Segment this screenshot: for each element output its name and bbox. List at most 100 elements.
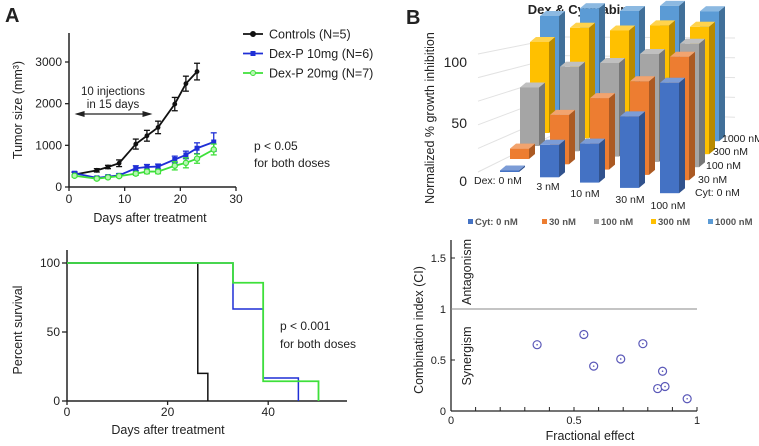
bar-top: [540, 139, 565, 145]
bar-top: [610, 25, 635, 31]
bar-top-shade: [570, 22, 595, 28]
y-tick-label: 50: [47, 325, 61, 339]
data-point-center: [661, 370, 664, 373]
bar: [620, 111, 645, 188]
bar-top-shade: [630, 76, 655, 82]
data-point: [193, 155, 201, 162]
data-point: [105, 164, 111, 170]
bar: [660, 77, 685, 194]
bar-top: [590, 93, 615, 99]
legend-swatch: [468, 219, 473, 224]
bar-top-shade: [680, 38, 705, 44]
category-label: Dex: 0 nM: [474, 175, 522, 187]
bar-top-shade: [660, 0, 685, 6]
category-label: 100 nM: [650, 200, 685, 212]
y-axis-label: Normalized % growth inhibition: [423, 32, 437, 204]
bar-front: [580, 143, 599, 183]
x-tick-label: 0: [64, 405, 71, 419]
bar-side: [579, 61, 585, 152]
bar-top: [660, 77, 685, 83]
bar-top: [550, 109, 575, 115]
bar-top-shade: [540, 139, 565, 145]
data-point: [143, 168, 151, 175]
bar-top-shade: [690, 21, 715, 27]
bar-side: [719, 6, 725, 142]
bar-top-shade: [580, 3, 605, 9]
data-point: [172, 157, 178, 162]
x-tick-label: 0.5: [566, 415, 581, 427]
antagonism-label: Antagonism: [460, 239, 474, 305]
data-point-center: [592, 365, 595, 367]
bar-side-shade: [609, 93, 615, 170]
survival-chart: 0 50 100 0 20 40 Days after treatment Percent s…: [11, 250, 356, 437]
legend-label: Dex-P 20mg (N=7): [269, 67, 373, 81]
y-tick-label: 0: [55, 180, 62, 194]
category-label: 30 nM: [615, 194, 644, 206]
data-point: [155, 125, 161, 130]
bar-top: [530, 37, 555, 42]
bar-top: [570, 22, 595, 28]
data-point: [182, 159, 190, 167]
bar-side-shade: [569, 109, 575, 165]
legend-marker: [250, 70, 256, 76]
bar-side: [649, 76, 655, 175]
bar-side-shade: [649, 76, 655, 175]
bar-top: [670, 51, 695, 57]
y-tick-label: 1.5: [431, 253, 446, 265]
bar-side-shade: [549, 37, 555, 133]
x-tick-label: 30: [229, 192, 243, 206]
bar-side: [529, 143, 535, 159]
data-point: [171, 162, 178, 169]
x-tick-label: 10: [118, 192, 132, 206]
series-2: [71, 143, 217, 182]
x-tick-label: 20: [174, 192, 188, 206]
bar-top: [500, 165, 525, 171]
bar-side: [639, 111, 645, 188]
legend-label: Cyt: 0 nM: [475, 217, 518, 228]
bar-top: [520, 82, 545, 88]
bar-top: [620, 6, 645, 11]
x-tick-label: 20: [161, 405, 175, 419]
data-point: [93, 175, 101, 182]
bar-side-shade: [529, 143, 535, 159]
y-tick-label: 1000: [35, 138, 62, 152]
y-tick-label: 0: [440, 406, 446, 418]
tumor-growth-chart: 0 1000 2000 3000 0 10 20 30 Days after treatment…: [11, 28, 373, 226]
bar-side: [709, 21, 715, 155]
bar-side: [549, 37, 555, 133]
data-point: [133, 141, 139, 147]
bar: [500, 165, 525, 172]
bar: [540, 139, 565, 178]
bar-top-shade: [510, 143, 535, 149]
x-axis-label: Fractional effect: [546, 429, 635, 443]
bar-top-shade: [580, 138, 605, 144]
bar-top: [630, 76, 655, 82]
bar-top: [580, 3, 605, 9]
x-axis-label: Days after treatment: [93, 211, 207, 225]
legend-marker: [250, 51, 256, 56]
bar: [520, 82, 545, 146]
data-point: [144, 133, 150, 139]
bar: [510, 143, 535, 159]
legend-marker: [250, 31, 256, 37]
p-value-note: for both doses: [280, 337, 356, 351]
legend-swatch: [651, 219, 656, 224]
bar-front: [540, 144, 559, 178]
bar-top: [560, 61, 585, 67]
bar-side-shade: [579, 61, 585, 152]
data-point-center: [686, 397, 688, 400]
bar-side-shade: [639, 111, 645, 188]
synergism-label: Synergism: [460, 326, 474, 385]
x-tick-label: 0: [66, 192, 73, 206]
y-axis-label: Combination index (CI): [412, 266, 426, 394]
bar-top: [640, 49, 665, 54]
bar-top-shade: [530, 37, 555, 42]
bar-top: [650, 20, 675, 26]
y-tick-label: 100: [40, 256, 60, 270]
legend-swatch: [594, 219, 599, 224]
z-tick-label: 50: [451, 115, 467, 131]
bar-side-shade: [689, 51, 695, 181]
bar-side-shade: [699, 38, 705, 168]
bar-top: [540, 11, 565, 16]
data-point: [210, 146, 217, 153]
